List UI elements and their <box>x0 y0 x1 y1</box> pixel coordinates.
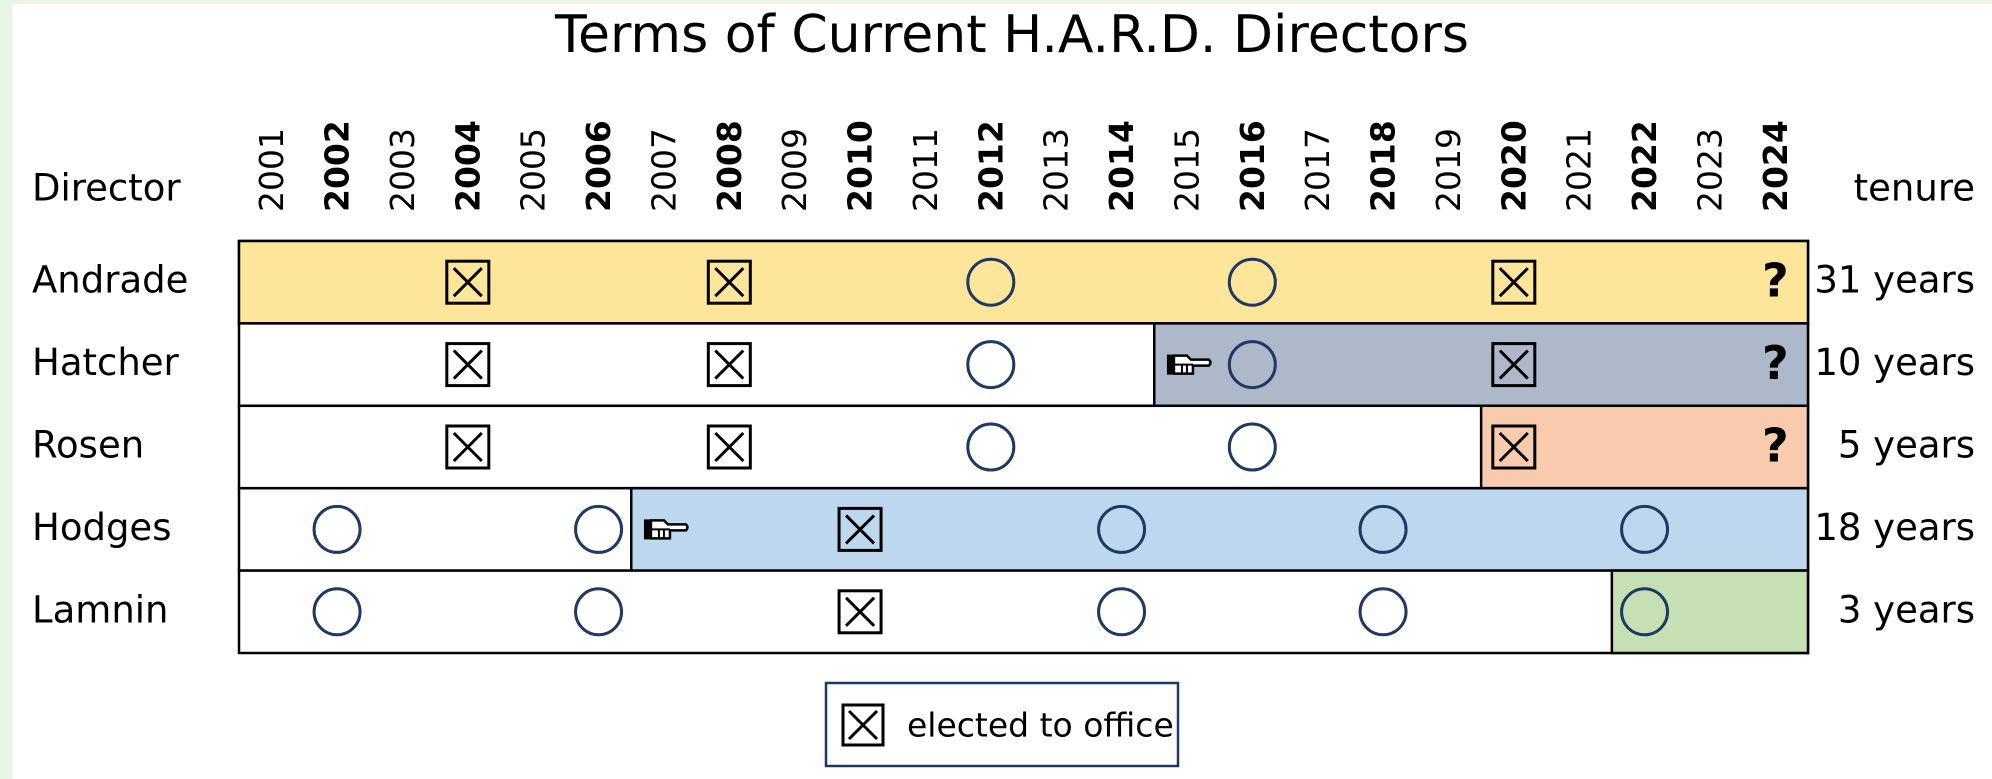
tenure-header: tenure <box>1854 167 1975 210</box>
tenure: 5 years <box>1838 424 1975 467</box>
term-circle <box>1097 504 1147 554</box>
term-circle <box>1620 587 1670 637</box>
elected-mark <box>1491 424 1537 470</box>
year-label: 2001 <box>252 128 291 212</box>
elected-x <box>845 596 876 627</box>
year-label: 2017 <box>1298 128 1337 212</box>
year-label: 2003 <box>383 128 422 212</box>
elected-x <box>714 431 745 463</box>
director-name: Lamnin <box>32 588 169 631</box>
elected-x <box>1498 349 1529 380</box>
year-label: 2010 <box>841 120 880 212</box>
elected-x <box>452 267 483 298</box>
year-label: 2006 <box>579 120 618 212</box>
elected-x <box>452 349 483 380</box>
term-highlight <box>630 486 1810 572</box>
year-label: 2013 <box>1037 128 1076 212</box>
elected-mark <box>706 424 752 470</box>
elected-mark <box>837 589 883 635</box>
year-label: 2018 <box>1364 120 1403 212</box>
year-label: 2021 <box>1560 128 1599 212</box>
legend-label: elected to office <box>907 706 1174 745</box>
term-highlight <box>1153 322 1810 408</box>
year-label: 2004 <box>448 120 487 212</box>
year-label: 2019 <box>1429 128 1468 212</box>
year-label: 2024 <box>1756 120 1795 212</box>
elected-mark <box>837 506 883 552</box>
year-label: 2007 <box>644 128 683 212</box>
elected-x <box>452 431 483 463</box>
director-name: Andrade <box>32 259 188 302</box>
year-label: 2015 <box>1167 128 1206 212</box>
term-circle <box>1620 504 1670 554</box>
term-circle <box>1358 587 1408 637</box>
director-header: Director <box>32 167 181 210</box>
legend-box <box>824 681 1180 768</box>
tenure: 10 years <box>1814 341 1975 384</box>
elected-mark <box>1491 259 1537 305</box>
elected-mark <box>445 259 491 305</box>
unknown-mark: ? <box>1762 336 1789 390</box>
pointer-icon <box>643 519 689 540</box>
year-label: 2011 <box>906 128 945 212</box>
term-circle <box>574 504 624 554</box>
year-label: 2012 <box>971 120 1010 212</box>
term-circle <box>1227 422 1277 472</box>
term-circle <box>574 587 624 637</box>
year-label: 2008 <box>710 120 749 212</box>
term-circle <box>1358 504 1408 554</box>
director-name: Hodges <box>32 506 171 549</box>
year-label: 2020 <box>1494 120 1533 212</box>
term-highlight <box>237 239 1810 325</box>
elected-mark <box>1491 342 1537 388</box>
elected-mark <box>706 342 752 388</box>
year-label: 2014 <box>1102 120 1141 212</box>
pointer-cuff <box>1166 354 1173 375</box>
term-circle <box>312 504 362 554</box>
tenure: 3 years <box>1838 588 1975 631</box>
term-circle <box>1097 587 1147 637</box>
year-label: 2016 <box>1233 120 1272 212</box>
tenure: 31 years <box>1814 259 1975 302</box>
year-label: 2022 <box>1625 120 1664 212</box>
term-circle <box>1227 340 1277 390</box>
year-label: 2009 <box>775 128 814 212</box>
elected-mark <box>445 424 491 470</box>
elected-x <box>714 267 745 298</box>
title: Terms of Current H.A.R.D. Directors <box>554 5 1469 65</box>
row-bg <box>237 569 1810 655</box>
term-circle <box>966 257 1016 307</box>
elected-mark <box>706 259 752 305</box>
elected-x <box>1498 267 1529 298</box>
term-circle <box>1227 257 1277 307</box>
term-highlight <box>1479 404 1810 490</box>
director-name: Rosen <box>32 424 144 467</box>
term-circle <box>312 587 362 637</box>
pointer-fingers <box>1173 363 1193 374</box>
term-circle <box>966 422 1016 472</box>
year-label: 2005 <box>514 128 553 212</box>
pointer-cuff <box>643 519 650 540</box>
director-name: Hatcher <box>32 341 180 384</box>
elected-x <box>1498 431 1529 463</box>
unknown-mark: ? <box>1762 419 1789 473</box>
tenure: 18 years <box>1814 506 1975 549</box>
elected-x <box>714 349 745 380</box>
elected-mark <box>445 342 491 388</box>
year-label: 2023 <box>1690 128 1729 212</box>
pointer-icon <box>1166 354 1212 375</box>
pointer-fingers <box>650 528 670 539</box>
legend-icon-x <box>847 709 879 741</box>
unknown-mark: ? <box>1762 254 1789 308</box>
term-circle <box>966 340 1016 390</box>
term-highlight <box>1610 569 1810 655</box>
year-label: 2002 <box>318 120 357 212</box>
elected-x <box>845 514 876 545</box>
legend-icon <box>841 703 885 747</box>
